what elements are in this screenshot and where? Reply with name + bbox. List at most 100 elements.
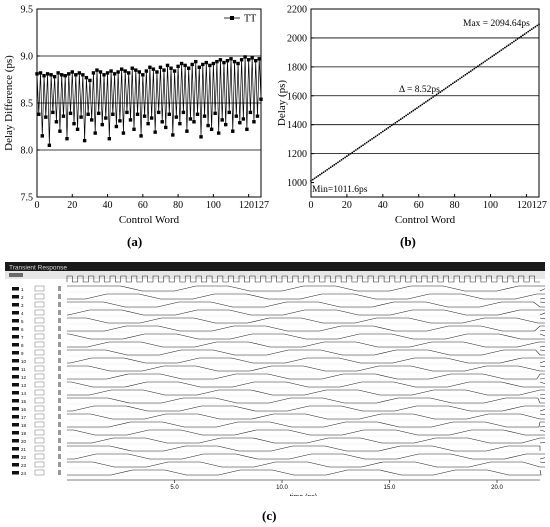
signal-swatch: [12, 407, 19, 411]
signal-label: 18: [21, 423, 27, 428]
data-point-b: [407, 113, 409, 116]
data-point-b: [390, 124, 393, 127]
data-point-b: [538, 23, 540, 26]
signal-waveform: [67, 341, 545, 348]
data-point-tt: [95, 68, 99, 72]
toolbar-button-c: [9, 273, 23, 277]
data-point-tt: [172, 69, 177, 73]
data-point-b: [503, 46, 506, 49]
x-tick-label-a: 80: [173, 200, 183, 211]
signal-marker: [58, 382, 61, 387]
signal-waveform: [67, 469, 542, 476]
data-point-tt: [224, 122, 228, 127]
signal-waveform: [67, 357, 545, 364]
data-point-tt: [132, 127, 136, 132]
data-point-b: [394, 121, 397, 124]
data-point-b: [389, 125, 391, 128]
data-point-b: [417, 105, 420, 108]
data-point-tt: [151, 67, 156, 71]
signal-marker: [58, 422, 61, 427]
data-point-tt: [127, 71, 131, 75]
signal-marker: [58, 334, 61, 339]
signal-marker: [58, 318, 61, 323]
data-point-b: [328, 167, 330, 170]
data-point-b: [383, 129, 386, 132]
data-point-tt: [197, 65, 201, 69]
signal-waveform: [67, 333, 545, 340]
data-point-tt: [59, 73, 64, 77]
data-point-tt: [201, 62, 205, 67]
chart-a: 7.5 8.0 8.5 9.0 9.5 0 20 40 60 80 100 120127 Control…: [3, 5, 269, 227]
data-point-b: [536, 24, 539, 27]
signal-value-box: [34, 453, 45, 460]
data-point-tt: [211, 61, 216, 66]
data-point-tt: [188, 117, 193, 121]
signal-swatch: [12, 375, 19, 379]
data-point-b: [385, 128, 388, 130]
data-point-b: [460, 76, 463, 79]
data-point-tt: [109, 69, 113, 73]
signal-value-box: [34, 293, 45, 300]
data-point-b: [437, 92, 440, 95]
data-point-tt: [199, 135, 203, 139]
signal-waveform: [67, 397, 545, 404]
signal-label: 17: [21, 415, 27, 420]
data-point-tt: [229, 57, 233, 61]
data-point-b: [512, 40, 515, 43]
signal-waveform: [67, 293, 545, 300]
signal-swatch: [12, 327, 19, 331]
signal-swatch: [12, 359, 19, 363]
data-point-b: [489, 56, 492, 59]
data-point-tt: [112, 72, 117, 76]
signal-value-box: [34, 445, 45, 452]
signal-waveform: [67, 445, 541, 452]
data-point-tt: [119, 67, 124, 71]
data-point-b: [518, 36, 521, 39]
panel-label-a: (a): [127, 234, 143, 249]
data-point-b: [496, 51, 499, 54]
x-tick-label-a: 100: [206, 200, 221, 211]
signal-waveform: [67, 301, 545, 308]
y-tick-label-b: 1800: [287, 62, 307, 73]
data-point-b: [442, 88, 445, 91]
data-point-b: [534, 25, 537, 28]
data-point-tt: [141, 73, 145, 77]
signal-label: 15: [21, 399, 27, 404]
data-point-b: [480, 62, 483, 65]
data-point-tt: [146, 121, 150, 126]
signal-value-box: [34, 341, 45, 348]
data-point-b: [410, 110, 413, 113]
data-point-tt: [70, 70, 74, 74]
signal-marker: [58, 350, 61, 355]
x-tick-label-a: 40: [103, 200, 113, 211]
data-point-b: [353, 150, 355, 153]
data-point-b: [433, 94, 436, 97]
chart-b: 1000 1200 1400 1600 1800 2000 2200 0 20 40 60 80 100…: [276, 5, 547, 227]
data-point-b: [419, 104, 422, 107]
data-point-b: [354, 149, 357, 151]
signal-label: 8: [21, 343, 24, 348]
data-point-b: [311, 178, 314, 181]
y-tick-label-b: 1200: [287, 149, 307, 160]
data-point-tt: [255, 114, 260, 118]
plot-frame-b: [310, 8, 540, 198]
series-line-tt: [36, 56, 262, 146]
data-point-tt: [104, 116, 108, 120]
signal-value-box: [34, 437, 45, 444]
signal-label: 2: [21, 295, 24, 300]
signal-label: 5: [21, 319, 24, 324]
data-point-tt: [35, 72, 39, 76]
data-point-b: [466, 72, 469, 75]
data-point-b: [317, 175, 320, 177]
data-point-b: [412, 109, 415, 112]
data-point-b: [523, 33, 526, 36]
signal-swatch: [12, 319, 19, 323]
data-point-b: [457, 78, 460, 81]
data-point-b: [451, 82, 454, 85]
signal-swatch: [12, 383, 19, 387]
data-point-b: [416, 107, 418, 109]
data-point-b: [310, 179, 312, 182]
data-point-tt: [192, 120, 196, 124]
data-point-tt: [93, 131, 97, 135]
data-point-b: [372, 136, 375, 139]
